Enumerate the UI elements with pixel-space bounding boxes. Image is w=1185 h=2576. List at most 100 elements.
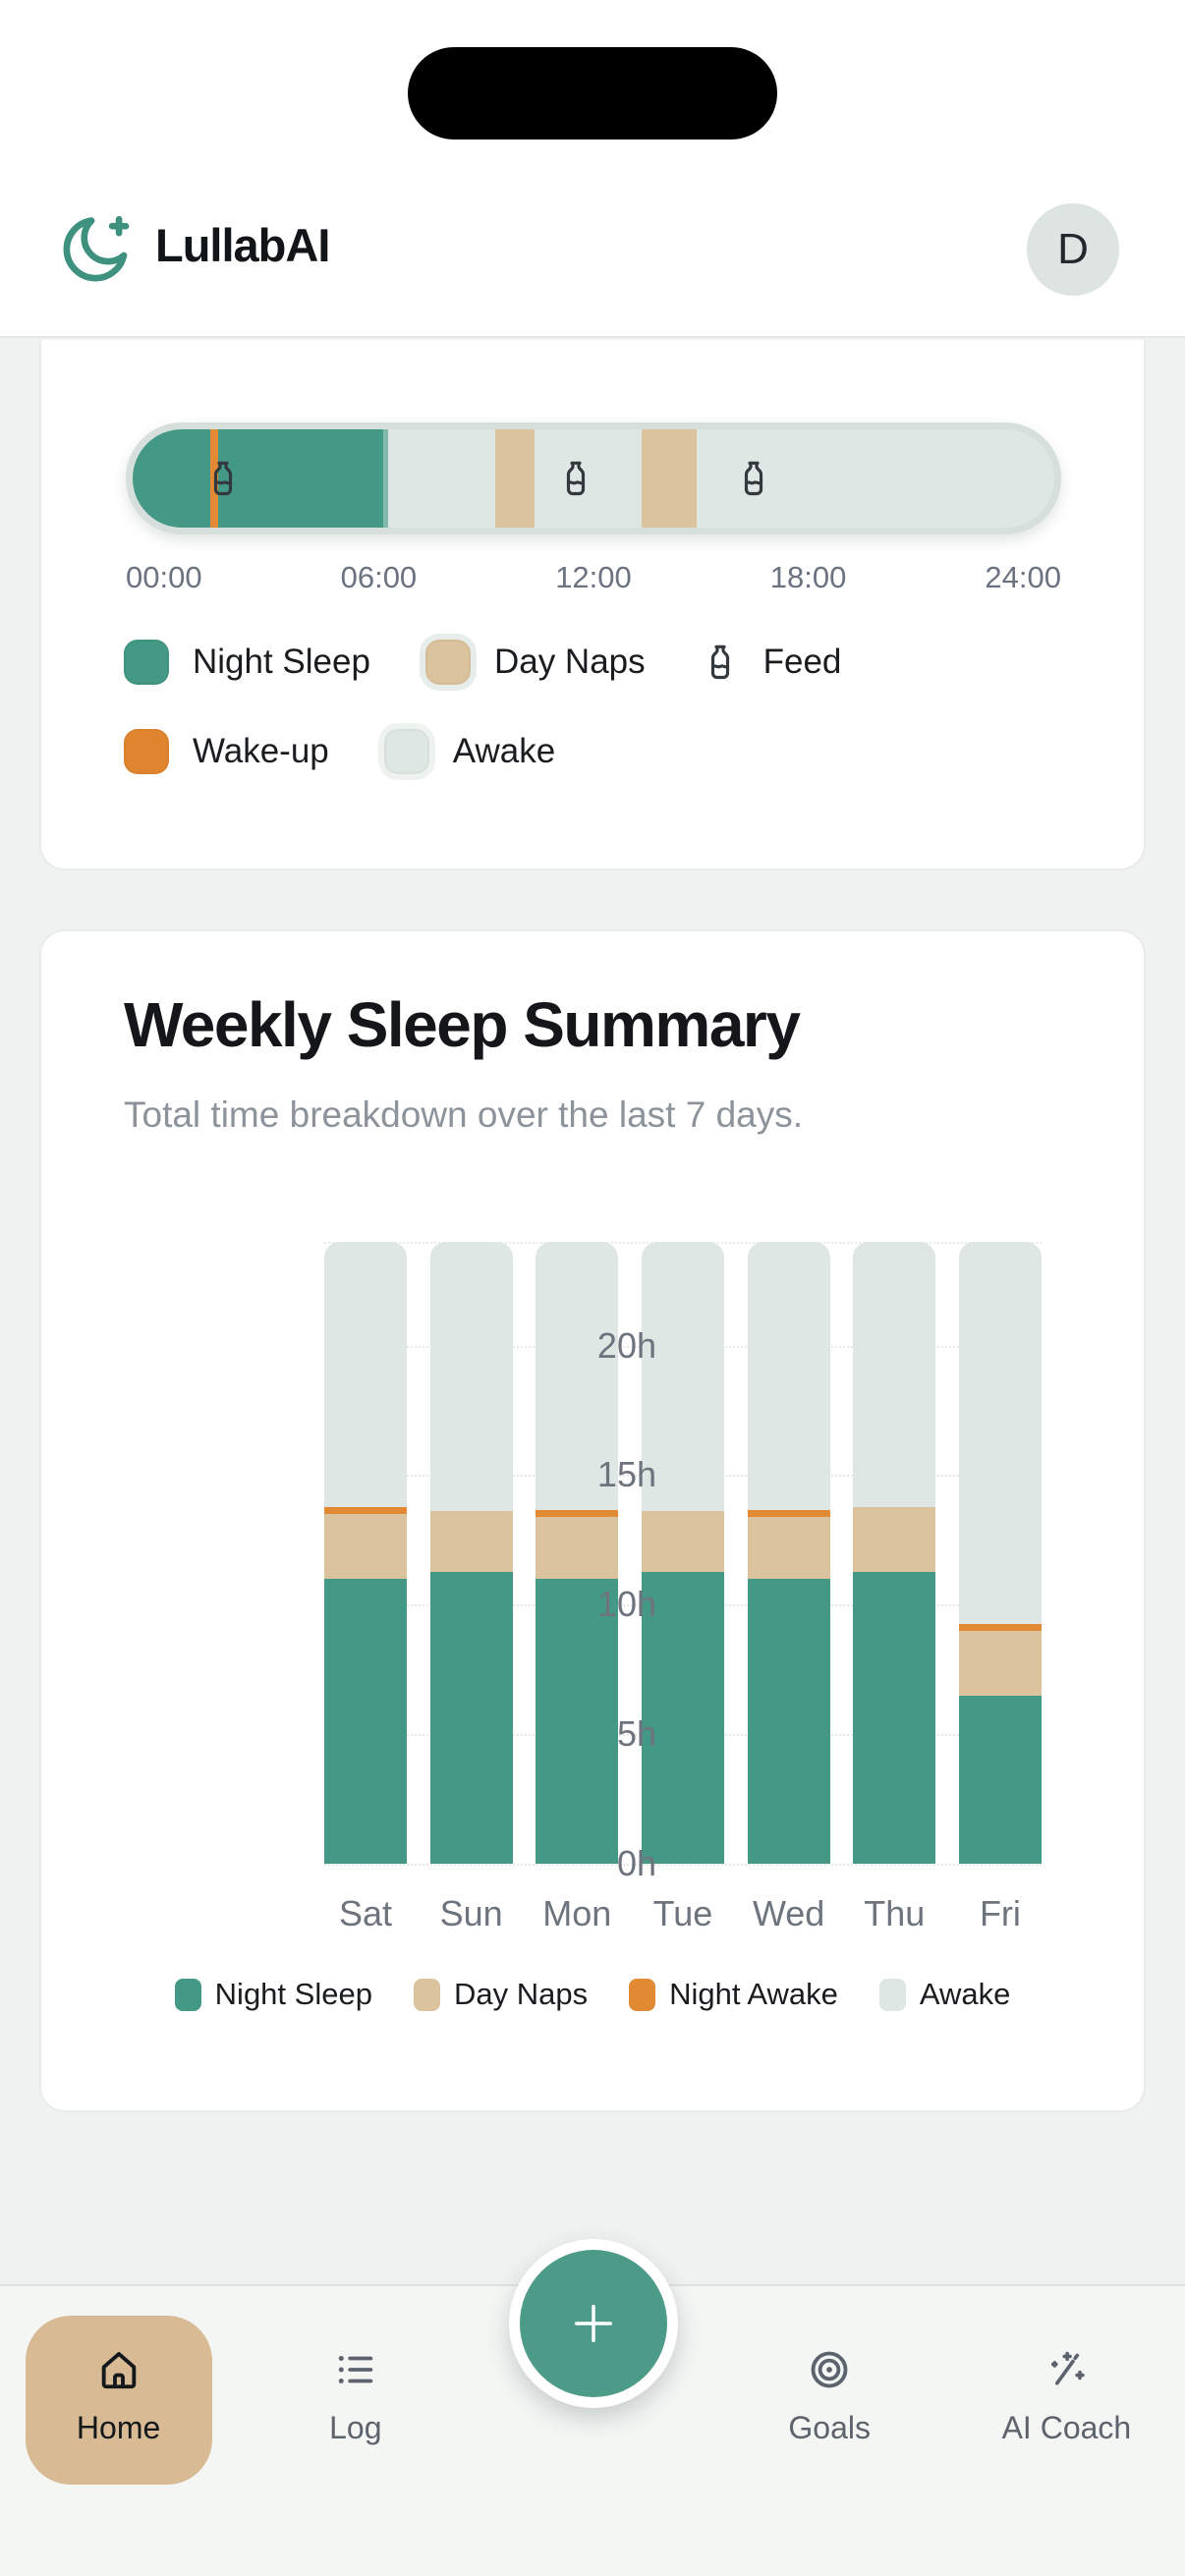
chart-legend-label: Night Sleep bbox=[214, 1977, 372, 2011]
time-tick: 00:00 bbox=[126, 560, 202, 594]
bar-segment-awake bbox=[429, 1242, 513, 1512]
legend-item-awake: Awake bbox=[377, 723, 556, 780]
bar-wed[interactable] bbox=[747, 1242, 830, 1864]
bar-segment-night_sleep bbox=[747, 1578, 830, 1864]
x-tick-label: Sun bbox=[439, 1893, 503, 1933]
nav-item-goals[interactable]: Goals bbox=[711, 2286, 948, 2576]
weekly-summary-card: Weekly Sleep Summary Total time breakdow… bbox=[39, 929, 1146, 2112]
y-tick-label: 10h bbox=[596, 1584, 656, 1625]
bar-sat[interactable] bbox=[324, 1242, 407, 1864]
magic-wand-icon bbox=[1044, 2347, 1089, 2392]
timeline-track-inner bbox=[133, 429, 1054, 528]
night-sleep-swatch bbox=[124, 640, 169, 685]
bar-fri[interactable] bbox=[958, 1242, 1042, 1864]
bar-segment-day_naps bbox=[536, 1516, 619, 1579]
y-tick-label: 15h bbox=[596, 1454, 656, 1495]
x-tick-label: Tue bbox=[652, 1893, 713, 1933]
feed-event-bottle-icon bbox=[203, 446, 243, 511]
time-tick: 18:00 bbox=[769, 560, 847, 594]
bar-sun[interactable] bbox=[429, 1242, 513, 1864]
bar-segment-day_naps bbox=[324, 1513, 407, 1579]
time-tick: 24:00 bbox=[985, 560, 1061, 594]
day_naps-swatch bbox=[413, 1978, 440, 2011]
night-sleep-segment bbox=[133, 429, 388, 528]
wake-up-marker bbox=[209, 429, 218, 528]
legend-item-feed: Feed bbox=[701, 635, 842, 690]
bottom-nav-grid: Home Log Goals bbox=[0, 2286, 1185, 2576]
bar-segment-awake bbox=[958, 1242, 1042, 1625]
x-tick-label: Wed bbox=[752, 1893, 825, 1933]
avatar[interactable]: D bbox=[1027, 203, 1119, 296]
chart-legend-item-wake_up: Night Awake bbox=[629, 1977, 838, 2012]
target-icon bbox=[807, 2347, 852, 2392]
nav-item-log[interactable]: Log bbox=[237, 2286, 474, 2576]
nav-label: Log bbox=[329, 2410, 382, 2445]
moon-plus-logo-icon bbox=[55, 208, 138, 291]
awake-swatch bbox=[878, 1978, 906, 2011]
plus-icon bbox=[574, 2304, 613, 2343]
legend-item-day-naps: Day Naps bbox=[419, 634, 646, 691]
bar-thu[interactable] bbox=[853, 1242, 936, 1864]
time-tick: 06:00 bbox=[340, 560, 418, 594]
x-tick-label: Mon bbox=[542, 1893, 612, 1933]
bar-mon[interactable] bbox=[536, 1242, 619, 1864]
avatar-initial: D bbox=[1057, 225, 1089, 273]
feed-event-bottle-icon bbox=[734, 446, 773, 511]
camera-notch bbox=[408, 47, 777, 140]
bar-segment-day_naps bbox=[641, 1511, 724, 1573]
bar-segment-day_naps bbox=[747, 1516, 830, 1579]
card-title: Weekly Sleep Summary bbox=[124, 989, 801, 1060]
timeline-legend: Night Sleep Day Naps Feed Wake-up Awake bbox=[124, 634, 1087, 780]
nav-item-home[interactable]: Home bbox=[0, 2286, 237, 2576]
feed-event-bottle-icon bbox=[556, 446, 595, 511]
nav-label: Goals bbox=[788, 2410, 871, 2445]
legend-label: Day Naps bbox=[493, 643, 646, 681]
add-entry-fab[interactable] bbox=[520, 2250, 667, 2397]
legend-label: Feed bbox=[762, 643, 842, 681]
timeline-time-axis: 00:00 06:00 12:00 18:00 24:00 bbox=[126, 560, 1061, 595]
list-icon bbox=[333, 2347, 378, 2392]
nav-item-ai-coach[interactable]: AI Coach bbox=[948, 2286, 1185, 2576]
legend-label: Awake bbox=[452, 732, 556, 770]
bottle-icon bbox=[701, 635, 740, 690]
legend-item-night-sleep: Night Sleep bbox=[124, 635, 370, 690]
bar-segment-wake_up bbox=[324, 1507, 407, 1514]
bar-segment-wake_up bbox=[747, 1509, 830, 1517]
chart-legend-item-day_naps: Day Naps bbox=[413, 1977, 588, 2012]
bar-segment-awake bbox=[324, 1242, 407, 1508]
card-subtitle: Total time breakdown over the last 7 day… bbox=[124, 1094, 804, 1135]
bar-segment-night_sleep bbox=[853, 1572, 936, 1864]
chart-legend-label: Awake bbox=[919, 1977, 1011, 2011]
day-nap-segment bbox=[641, 429, 698, 528]
x-tick-label: Sat bbox=[338, 1893, 393, 1933]
wake-up-swatch bbox=[124, 729, 169, 774]
bar-segment-awake bbox=[641, 1242, 724, 1512]
nav-label: AI Coach bbox=[1001, 2410, 1132, 2445]
time-tick: 12:00 bbox=[555, 560, 632, 594]
bar-segment-awake bbox=[747, 1242, 830, 1510]
bar-segment-night_sleep bbox=[641, 1572, 724, 1864]
bar-segment-day_naps bbox=[958, 1630, 1042, 1696]
awake-swatch bbox=[377, 723, 435, 780]
day-nap-segment bbox=[494, 429, 535, 528]
chart-x-axis: Sat Sun Mon Tue Wed Thu Fri bbox=[324, 1893, 1042, 1934]
x-tick-label: Fri bbox=[979, 1893, 1021, 1933]
timeline-track[interactable] bbox=[126, 422, 1061, 534]
bar-segment-awake bbox=[853, 1242, 936, 1508]
bar-tue[interactable] bbox=[641, 1242, 724, 1864]
gridline-0h bbox=[324, 1864, 1042, 1866]
bar-segment-night_sleep bbox=[429, 1572, 513, 1864]
daily-timeline-card: 00:00 06:00 12:00 18:00 24:00 Night Slee… bbox=[39, 340, 1146, 870]
y-tick-label: 0h bbox=[616, 1843, 656, 1883]
bar-segment-night_sleep bbox=[536, 1578, 619, 1864]
bar-segment-night_sleep bbox=[324, 1578, 407, 1864]
x-tick-label: Thu bbox=[864, 1893, 926, 1933]
legend-label: Night Sleep bbox=[193, 643, 370, 681]
bar-segment-wake_up bbox=[958, 1624, 1042, 1631]
chart-bars bbox=[324, 1242, 1042, 1864]
legend-label: Wake-up bbox=[193, 732, 329, 770]
chart-legend-label: Night Awake bbox=[669, 1977, 838, 2011]
night-sleep-edge bbox=[382, 429, 388, 528]
nav-label: Home bbox=[76, 2410, 161, 2445]
bar-segment-night_sleep bbox=[958, 1695, 1042, 1864]
